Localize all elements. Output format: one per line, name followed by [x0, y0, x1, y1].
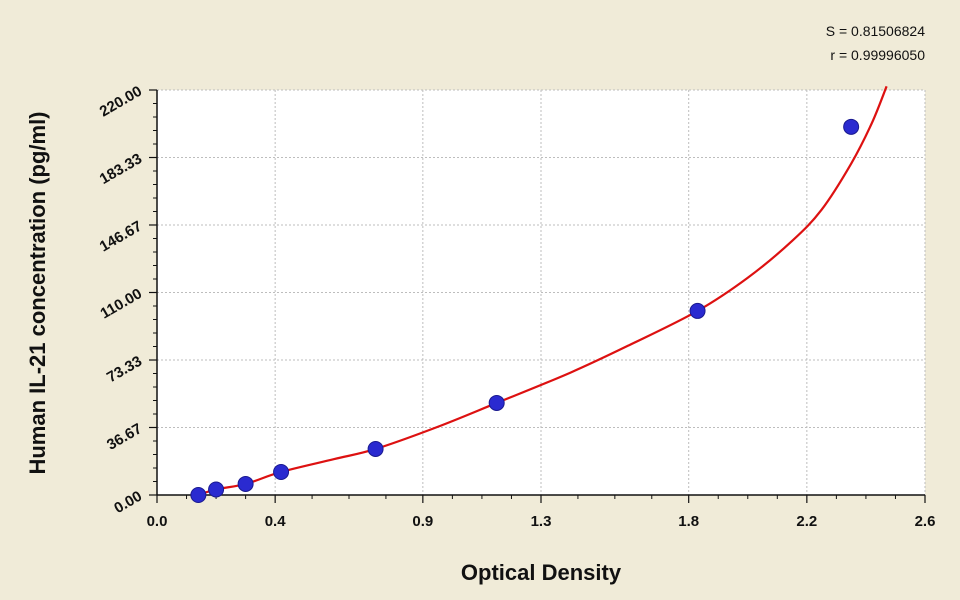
y-tick-label: 36.67 — [104, 420, 145, 453]
s-statistic: S = 0.81506824 — [826, 23, 925, 39]
x-tick-label: 1.3 — [531, 513, 552, 530]
x-tick-label: 1.8 — [678, 513, 699, 530]
data-point — [488, 394, 505, 411]
r-statistic: r = 0.99996050 — [830, 47, 925, 63]
data-point — [208, 481, 225, 498]
y-tick-label: 220.00 — [97, 83, 145, 121]
fit-layer — [192, 85, 888, 498]
y-tick-label: 146.67 — [97, 218, 145, 256]
fit-curve — [192, 85, 888, 498]
data-point — [237, 475, 254, 492]
x-tick-label: 0.4 — [265, 513, 287, 530]
x-tick-label: 0.9 — [412, 513, 433, 530]
data-point — [273, 463, 290, 480]
y-axis-title: Human IL-21 concentration (pg/ml) — [25, 111, 50, 474]
y-tick-label: 110.00 — [97, 285, 145, 322]
x-tick-label: 0.0 — [147, 513, 168, 530]
points-layer — [190, 118, 860, 503]
y-tick-label: 0.00 — [111, 488, 145, 517]
data-point — [190, 487, 207, 503]
data-point — [689, 302, 706, 319]
y-tick-label: 73.33 — [104, 353, 145, 386]
data-point — [843, 118, 860, 135]
x-tick-label: 2.2 — [796, 513, 817, 530]
grid-layer — [157, 89, 926, 495]
y-tick-label: 183.33 — [97, 150, 145, 188]
x-axis-title: Optical Density — [461, 560, 622, 585]
x-tick-label: 2.6 — [915, 513, 936, 530]
data-point — [367, 440, 384, 457]
